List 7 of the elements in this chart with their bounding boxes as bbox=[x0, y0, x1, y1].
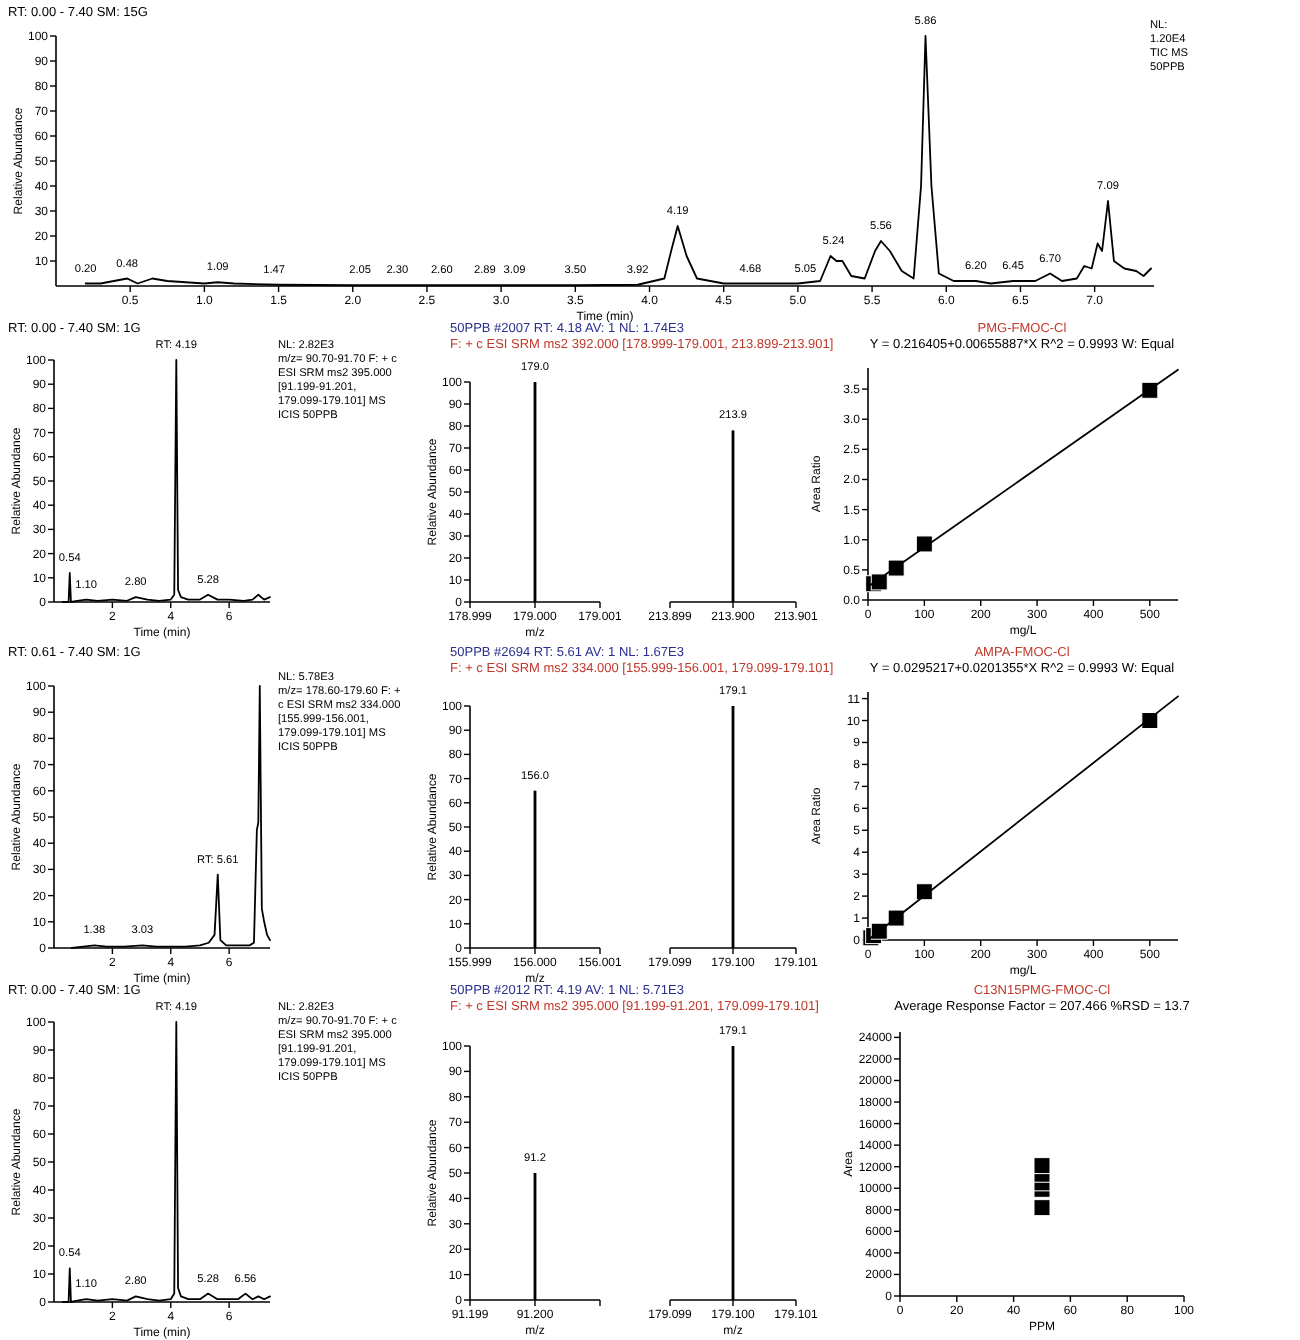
point bbox=[870, 573, 888, 591]
point bbox=[1033, 1199, 1051, 1217]
point bbox=[887, 909, 905, 927]
point bbox=[915, 535, 933, 553]
point bbox=[887, 559, 905, 577]
line-series bbox=[61, 1021, 271, 1303]
point bbox=[1033, 1157, 1051, 1175]
